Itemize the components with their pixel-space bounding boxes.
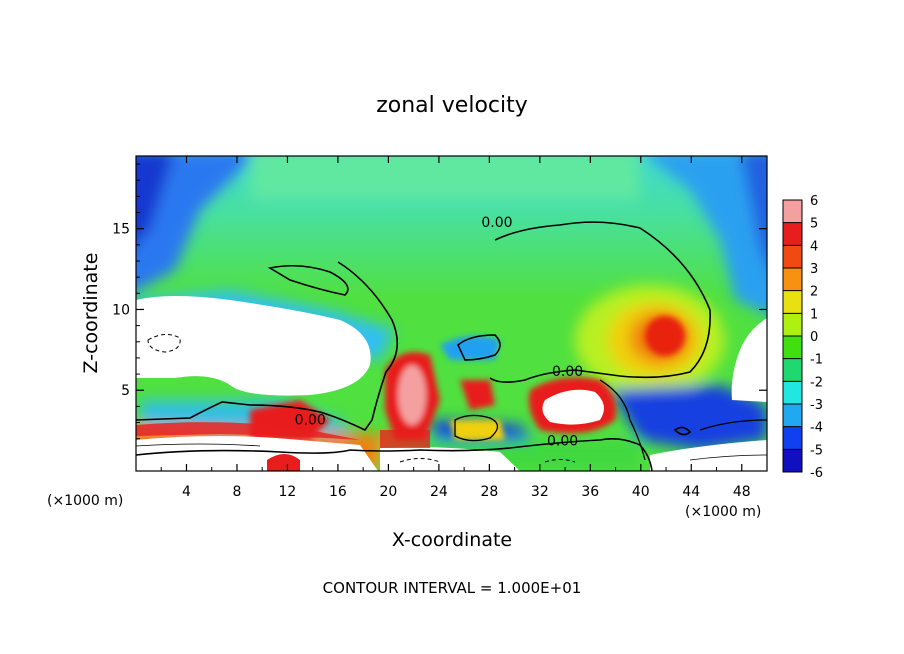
colorbar-segment xyxy=(783,336,802,359)
zero-contour-low xyxy=(136,438,653,471)
colorbar-segment xyxy=(783,313,802,336)
undefined-region-bottom-2 xyxy=(380,447,520,471)
colorbar-label: 6 xyxy=(810,194,818,209)
colorbar-label: -1 xyxy=(810,353,823,368)
y-tick-label: 15 xyxy=(112,222,130,238)
colorbar-label: -4 xyxy=(810,421,823,436)
x-tick-label: 16 xyxy=(329,484,347,500)
colorbar-segment xyxy=(783,222,802,246)
undefined-region-bottom-3 xyxy=(650,440,767,471)
x-tick-label: 36 xyxy=(581,484,599,500)
colorbar-label: 0 xyxy=(810,330,818,345)
colorbar: 6 5 4 3 2 1 0 -1 -2 -3 -4 -5 -6 xyxy=(782,194,823,481)
colorbar-segment xyxy=(783,426,802,450)
colorbar-label: 5 xyxy=(810,217,818,232)
zero-contour-upper xyxy=(136,261,399,432)
x-tick-label: 48 xyxy=(733,484,751,500)
colorbar-label: 4 xyxy=(810,239,818,254)
x-axis: 4 8 12 16 20 24 28 32 36 40 44 48 xyxy=(160,156,751,500)
z-unit-label: (×1000 m) xyxy=(685,504,761,520)
x-tick-label: 24 xyxy=(430,484,448,500)
x-tick-label: 40 xyxy=(632,484,650,500)
x-tick-label: 20 xyxy=(379,484,397,500)
x-tick-label: 28 xyxy=(480,484,498,500)
x-tick-label: 8 xyxy=(232,484,241,500)
x-tick-label: 4 xyxy=(182,484,191,500)
undefined-region-inner xyxy=(542,389,604,425)
contour-label: 0.00 xyxy=(547,433,578,449)
contour-lines xyxy=(136,221,767,471)
colorbar-segment xyxy=(783,449,802,472)
colorbar-segment xyxy=(783,381,802,404)
contour-interval-note: CONTOUR INTERVAL = 1.000E+01 xyxy=(323,579,582,597)
zero-contour-mid xyxy=(457,334,501,361)
colorbar-segment xyxy=(783,268,802,291)
colorbar-label: 1 xyxy=(810,307,818,322)
y-tick-label: 10 xyxy=(112,302,130,318)
undefined-region-right xyxy=(731,318,767,402)
colorbar-label: -6 xyxy=(810,466,823,481)
zero-contour-main xyxy=(489,221,711,383)
y-axis-title: Z-coordinate xyxy=(80,253,102,374)
colorbar-label: -3 xyxy=(810,398,823,413)
contour-label: 0.00 xyxy=(552,364,583,380)
x-tick-label: 44 xyxy=(682,484,700,500)
x-tick-label: 12 xyxy=(279,484,297,500)
chart-title: zonal velocity xyxy=(376,93,528,118)
y-tick-label: 5 xyxy=(121,383,130,399)
colorbar-label: -5 xyxy=(810,443,823,458)
x-axis-title: X-coordinate xyxy=(392,529,512,551)
zero-contour-blob xyxy=(267,264,349,296)
plot-frame xyxy=(135,155,768,472)
dashed-contours xyxy=(147,334,576,463)
colorbar-segment xyxy=(783,200,802,223)
colorbar-segment xyxy=(783,358,802,382)
colorbar-segment xyxy=(783,245,802,268)
colorbar-label: -2 xyxy=(810,375,823,390)
contour-labels: 0.00 0.00 0.00 0.00 xyxy=(295,215,584,449)
colorbar-segment xyxy=(783,290,802,314)
colorbar-label: 3 xyxy=(810,262,818,277)
contour-label: 0.00 xyxy=(481,215,512,231)
x-unit-label: (×1000 m) xyxy=(47,493,123,509)
undefined-region-left xyxy=(136,296,371,396)
colorbar-segment xyxy=(783,404,802,427)
velocity-field xyxy=(136,156,767,471)
y-axis: 5 10 15 xyxy=(112,163,767,456)
undefined-region-bottom xyxy=(136,436,378,471)
zero-contour-right xyxy=(673,426,692,436)
colorbar-label: 2 xyxy=(810,285,818,300)
contour-label: 0.00 xyxy=(295,412,326,428)
x-tick-label: 32 xyxy=(531,484,549,500)
